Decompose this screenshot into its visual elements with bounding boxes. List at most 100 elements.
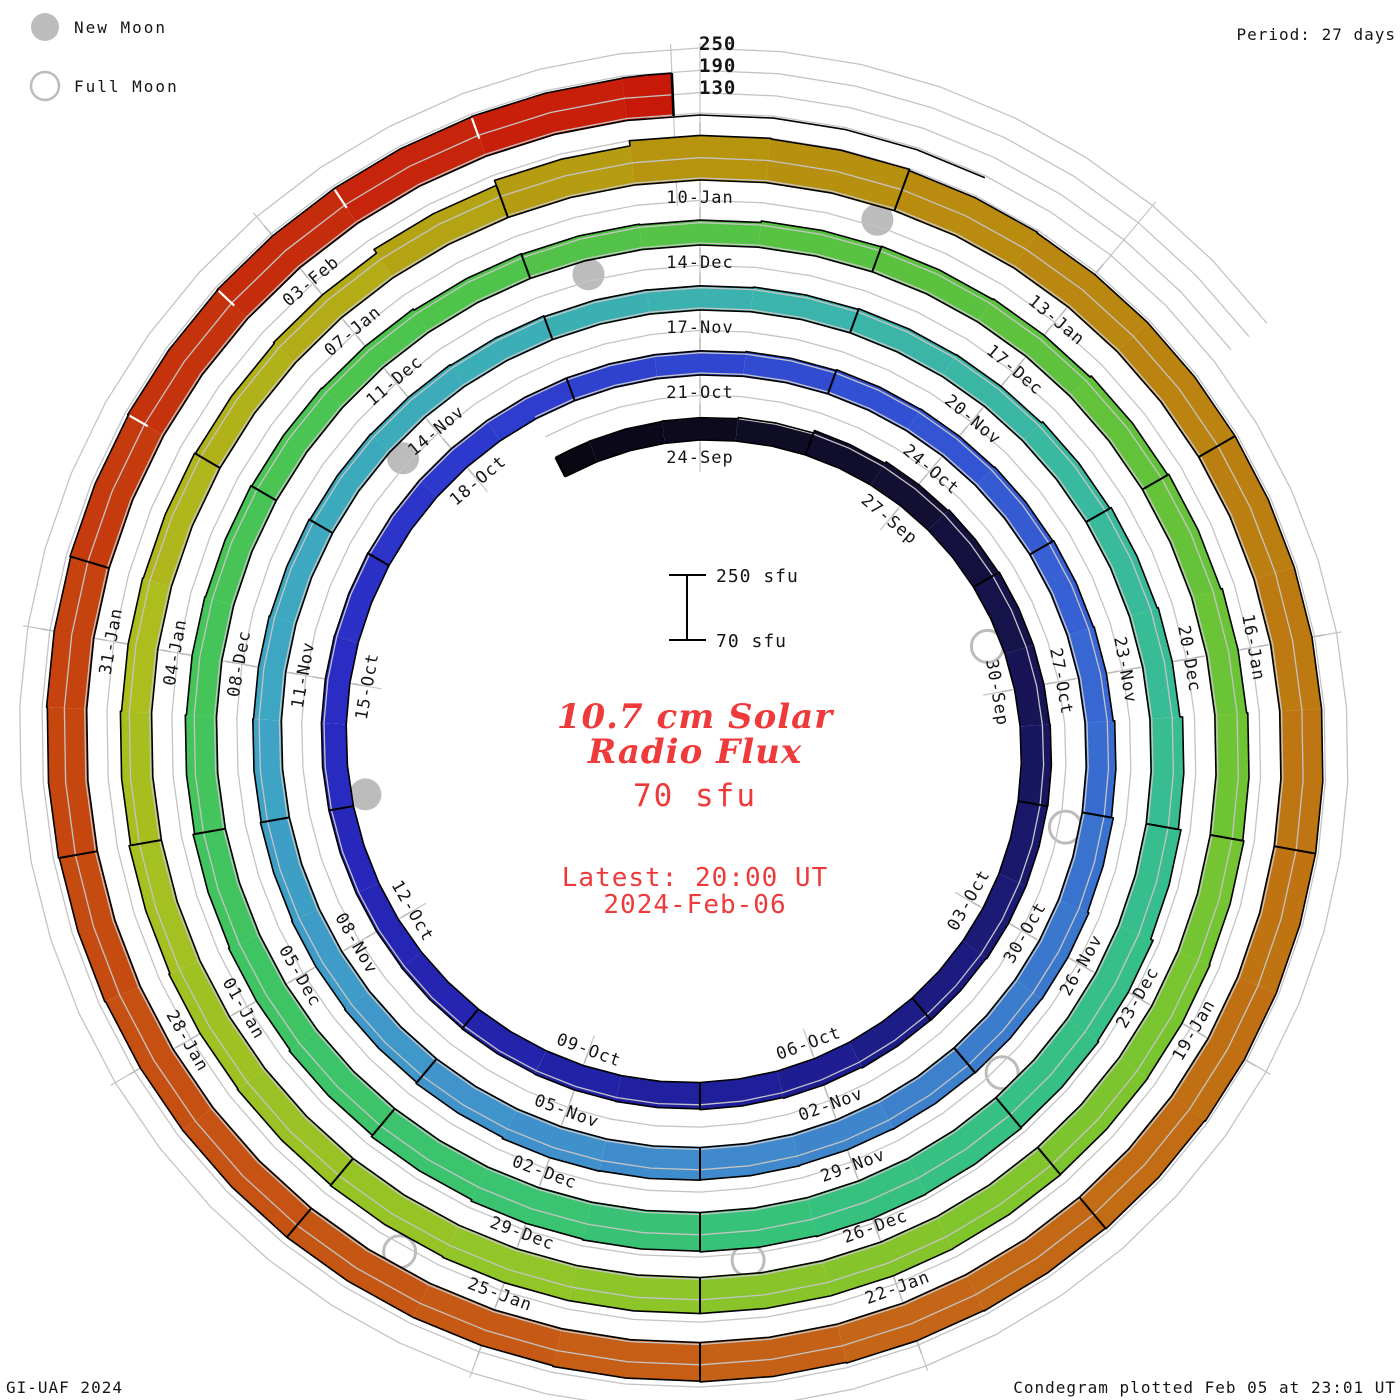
flux-day-bar: [1067, 627, 1114, 723]
date-label: 24-Sep: [666, 448, 733, 468]
flux-day-bar: [368, 480, 437, 566]
flux-day-bar: [205, 485, 277, 606]
center-annotations: 10.7 cm Solar Radio Flux 70 sfu Latest: …: [557, 697, 833, 920]
flux-day-bar: [334, 553, 389, 643]
flux-day-bar: [321, 722, 354, 811]
flux-day-bar: [370, 364, 465, 453]
flux-day-bar: [582, 1202, 700, 1252]
date-label: 27-Oct: [1045, 646, 1076, 716]
new-moon-marker: [572, 258, 605, 291]
latest-time-label: Latest: 20:00 UT: [562, 863, 828, 893]
flux-day-bar: [450, 315, 553, 387]
flux-day-bar: [544, 289, 650, 340]
flux-day-bar: [143, 453, 221, 587]
flux-day-bar: [228, 934, 318, 1051]
flux-day-bar: [662, 417, 739, 444]
new-moon-label: New Moon: [74, 18, 167, 37]
flux-day-bar: [534, 1050, 622, 1102]
flux-day-bar: [328, 806, 379, 894]
date-label: 08-Dec: [224, 629, 255, 699]
flux-day-bar: [750, 287, 859, 333]
ring-scale-130: 130: [699, 77, 736, 99]
chart-title-line2: Radio Flux: [587, 732, 802, 772]
period-label: Period: 27 days: [1237, 25, 1397, 44]
flux-day-bar: [912, 940, 987, 1021]
flux-day-bar: [334, 116, 486, 224]
flux-day-bar: [1058, 812, 1114, 913]
flux-day-bar: [120, 711, 162, 846]
flux-day-bar: [330, 1158, 459, 1257]
date-label: 10-Jan: [666, 188, 733, 208]
flux-day-bar: [654, 350, 746, 379]
flux-day-bar: [629, 135, 771, 185]
date-label: 15-Oct: [352, 651, 383, 721]
flux-day-bar: [251, 388, 343, 501]
flux-day-bar: [1171, 976, 1277, 1122]
date-label: 11-Nov: [288, 640, 319, 710]
flux-day-bar: [309, 434, 390, 533]
flux-day-bar: [322, 309, 429, 408]
moon-legend: New Moon Full Moon: [29, 13, 179, 102]
flux-day-bar: [1067, 925, 1154, 1042]
flux-day-bar: [1142, 474, 1221, 598]
flux-day-bar: [973, 572, 1034, 654]
flux-day-bar: [878, 1047, 975, 1130]
flux-day-bar: [1210, 713, 1249, 841]
flux-day-bar: [1177, 835, 1244, 965]
new-moon-marker: [387, 442, 420, 475]
flux-day-bar: [127, 289, 248, 436]
flux-day-bar: [1018, 724, 1052, 807]
flux-day-bar: [1118, 823, 1181, 940]
flux-day-bar: [743, 351, 837, 394]
flux-day-bar: [502, 1109, 607, 1172]
flux-day-bar: [894, 170, 1038, 268]
flux-day-bar: [1086, 507, 1158, 617]
flux-day-bar: [1022, 421, 1110, 523]
flux-day-bar: [1129, 607, 1180, 719]
flux-day-bar: [412, 1283, 562, 1366]
date-label: 31-Jan: [96, 606, 127, 676]
label-date-ticks: [41, 122, 1325, 1358]
flux-day-bar: [700, 1197, 817, 1252]
flux-day-bar: [105, 986, 213, 1131]
flux-day-bar: [850, 308, 957, 377]
flux-day-bar: [416, 1058, 518, 1138]
flux-day-bar: [356, 883, 422, 968]
flux-day-bar: [995, 1018, 1099, 1128]
flux-day-bar: [589, 421, 665, 462]
flux-day-bar: [291, 909, 370, 1010]
flux-day-bar: [289, 1029, 395, 1136]
flux-day-bar: [1253, 567, 1322, 712]
flux-day-bar: [735, 417, 814, 455]
flux-day-bar: [419, 420, 500, 497]
flux-day-bar: [269, 519, 333, 624]
flux-day-bar: [954, 979, 1042, 1073]
flux-day-bar: [1274, 708, 1323, 854]
flux-day-bar: [975, 466, 1053, 555]
flux-day-bar: [195, 343, 296, 468]
date-label: 21-Oct: [666, 383, 733, 403]
flux-day-bar: [344, 991, 437, 1083]
flux-day-bar: [185, 715, 226, 835]
full-moon-marker: [984, 1055, 1020, 1091]
ring-scale-190: 190: [699, 55, 736, 77]
flux-day-bar: [837, 1274, 984, 1364]
credit-left: GI-UAF 2024: [6, 1378, 123, 1397]
flux-day-bar: [217, 188, 358, 319]
flux-day-bar: [827, 369, 921, 431]
scale-bar-bottom-label: 70 sfu: [716, 631, 787, 652]
band-outlines: [45, 72, 1324, 1383]
flux-day-bar: [1015, 899, 1089, 1000]
flux-day-bar: [870, 461, 949, 530]
guide-spiral-190: [41, 69, 1327, 1388]
scale-bar-top-label: 250 sfu: [716, 566, 799, 587]
flux-day-bar: [822, 1216, 953, 1296]
flux-day-bar: [639, 220, 762, 250]
flux-day-bar: [599, 1139, 700, 1181]
full-moon-label: Full Moon: [74, 77, 179, 96]
flux-day-bar: [777, 1042, 862, 1099]
credit-right: Condegram plotted Feb 05 at 23:01 UT: [1013, 1378, 1396, 1397]
flux-day-bar: [906, 409, 995, 486]
flux-day-bar: [59, 851, 141, 1002]
flux-day-bar: [237, 1068, 354, 1185]
